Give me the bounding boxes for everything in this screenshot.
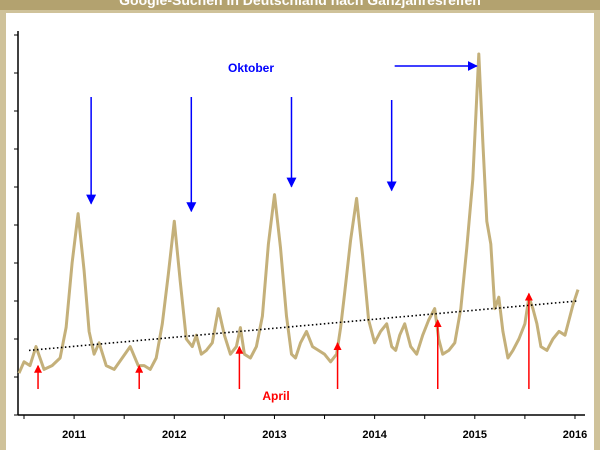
oktober-label: Oktober bbox=[228, 61, 274, 75]
april-label: April bbox=[262, 389, 289, 403]
x-tick-label: 2013 bbox=[262, 429, 286, 441]
title-bar: Google-Suchen in Deutschland nach Ganzja… bbox=[0, 0, 600, 10]
search-volume-line bbox=[17, 52, 580, 374]
x-tick-label: 2012 bbox=[162, 429, 186, 441]
chart-panel: 2011 2012 2013 2014 2015 2016 Oktober April bbox=[6, 13, 594, 450]
chart-svg: 2011 2012 2013 2014 2015 2016 Oktober April bbox=[14, 31, 587, 441]
x-tick-label: 2011 bbox=[62, 429, 86, 441]
chart-title: Google-Suchen in Deutschland nach Ganzja… bbox=[119, 0, 481, 8]
x-tick-label: 2016 bbox=[563, 429, 587, 441]
x-tick-label: 2014 bbox=[362, 429, 387, 441]
x-tick-label: 2015 bbox=[463, 429, 487, 441]
